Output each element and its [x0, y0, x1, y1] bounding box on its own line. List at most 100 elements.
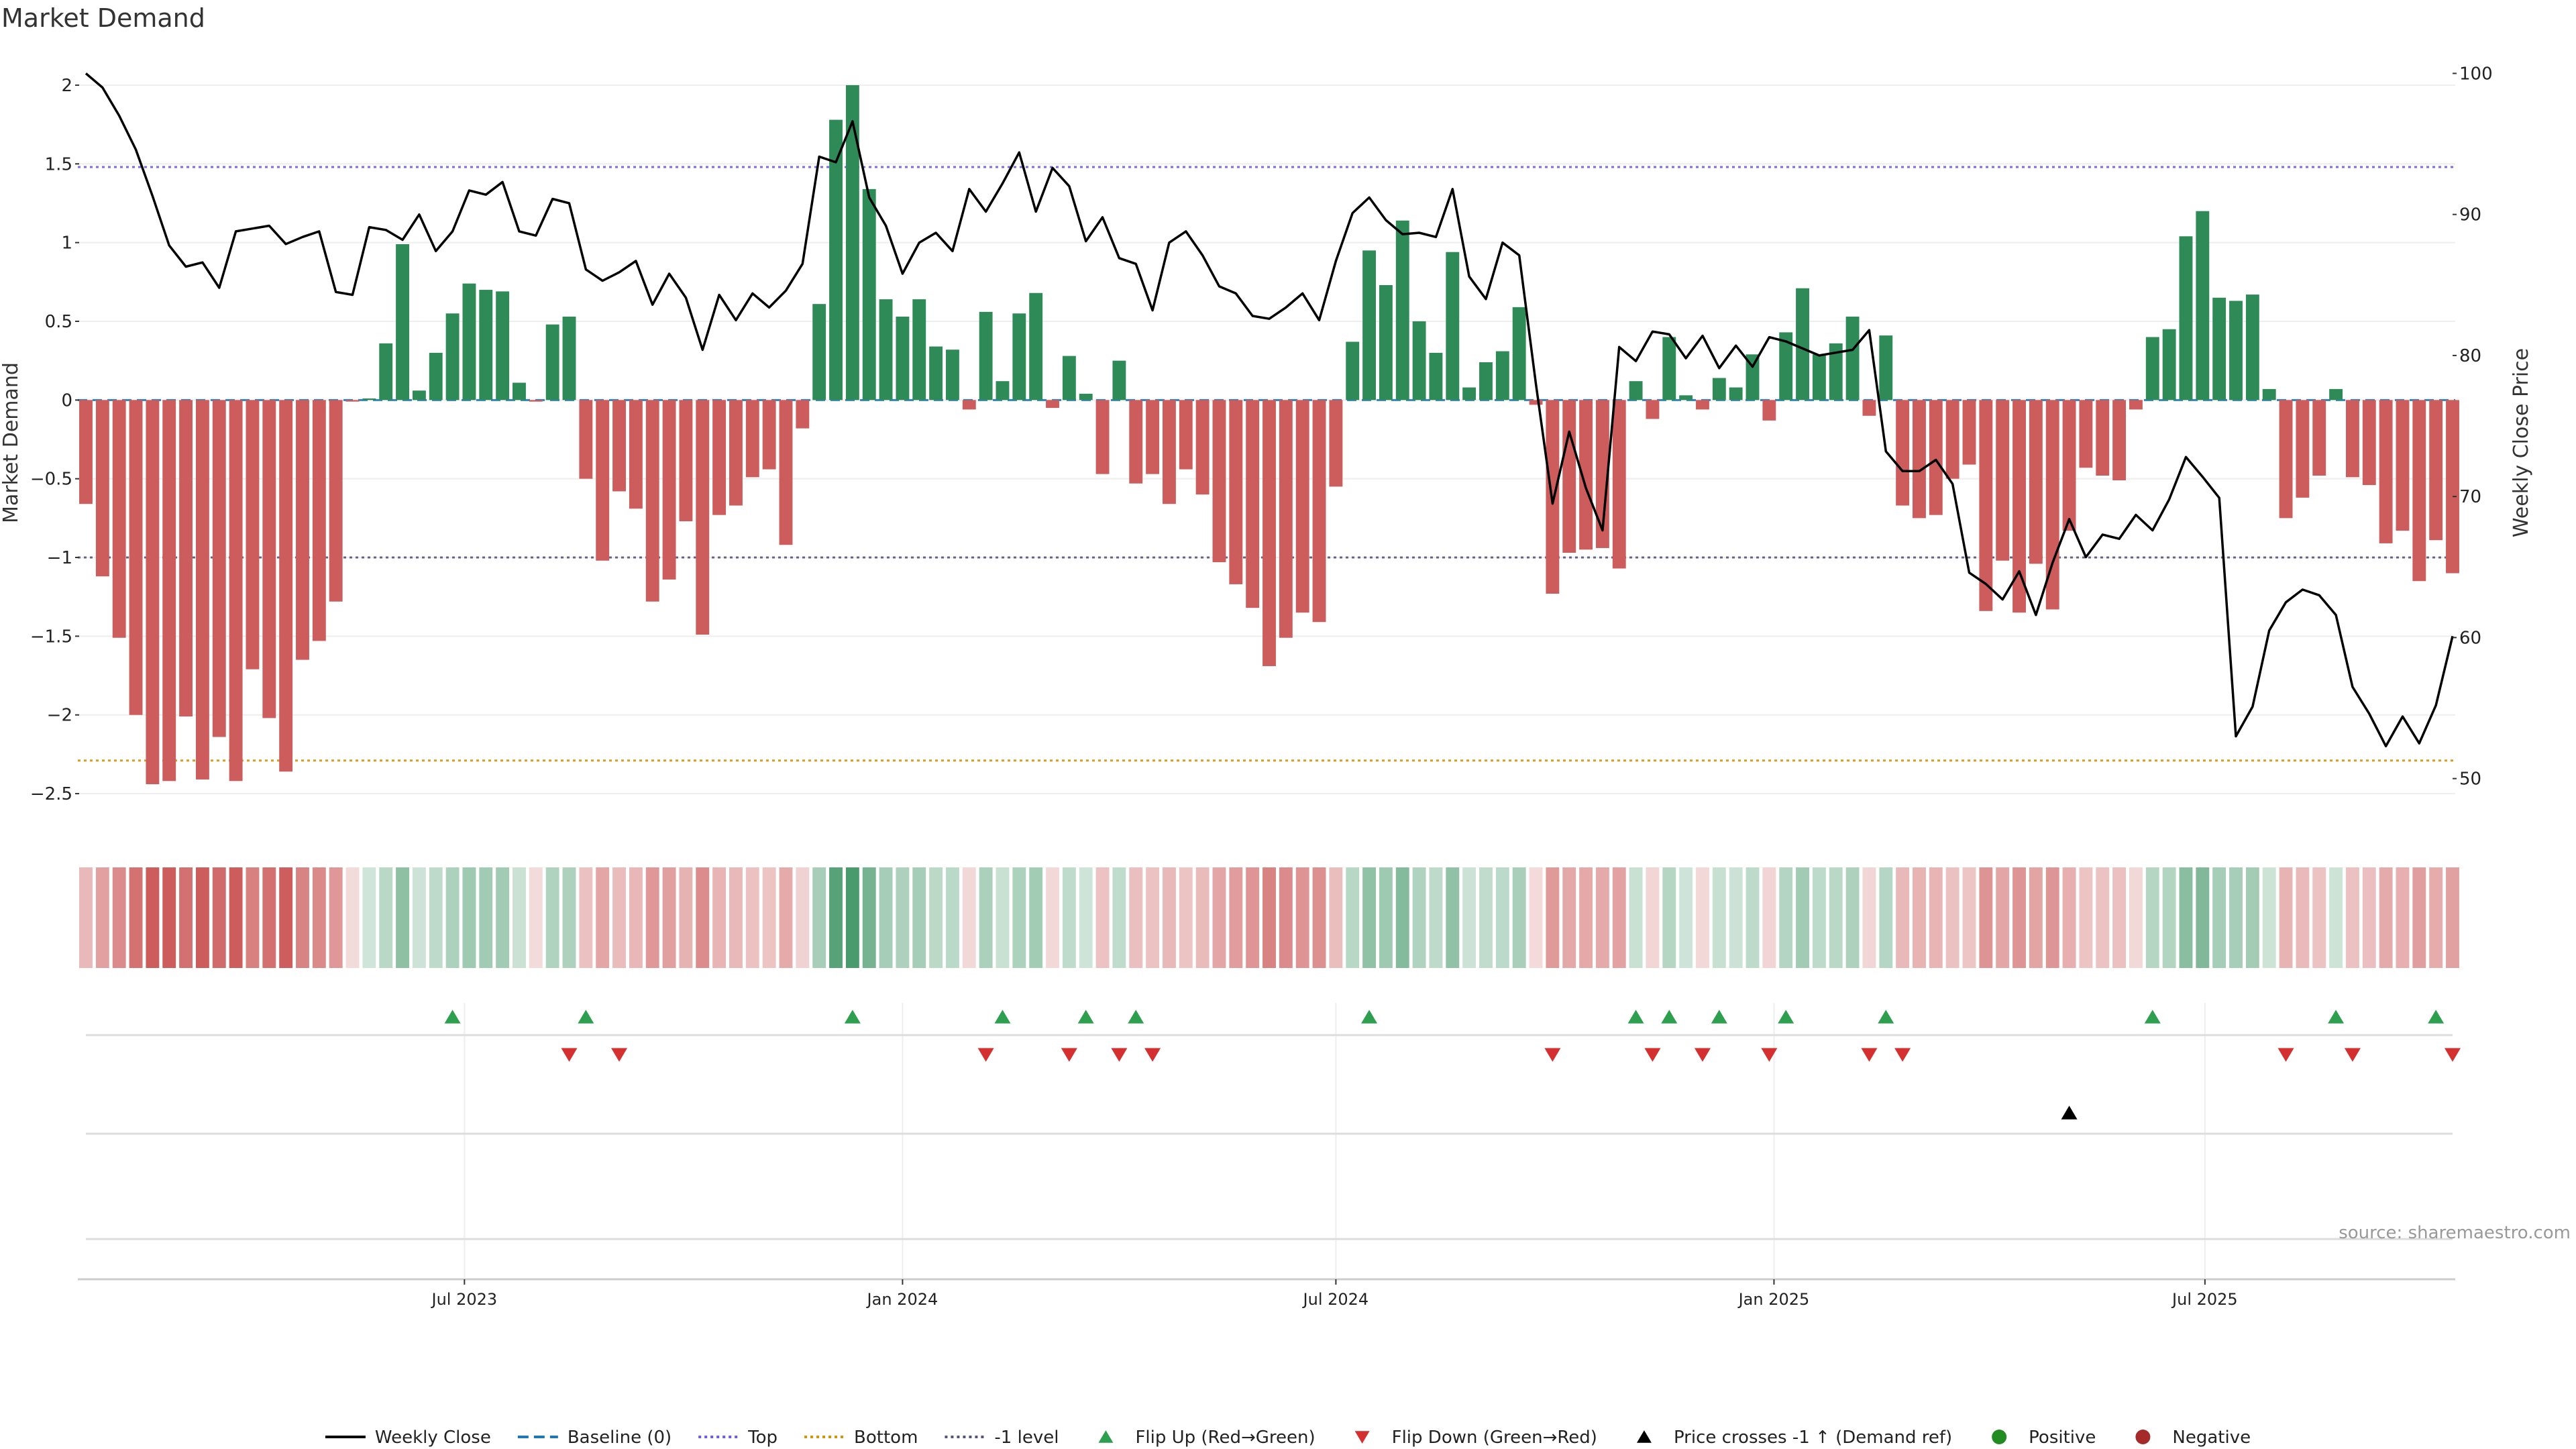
demand-bar: [2129, 400, 2143, 410]
heat-cell: [2045, 867, 2059, 968]
heat-cell: [513, 867, 526, 968]
demand-bar: [1312, 400, 1326, 623]
demand-bar: [2062, 400, 2076, 531]
heat-cell: [212, 867, 226, 968]
heat-cell: [596, 867, 610, 968]
demand-bar: [1862, 400, 1876, 416]
legend: Weekly Close Baseline (0) Top Bottom -1 leve…: [325, 1428, 2251, 1448]
heat-cell: [1146, 867, 1160, 968]
heat-cell: [2196, 867, 2210, 968]
heat-cell: [912, 867, 926, 968]
demand-bar: [1046, 400, 1059, 409]
y-axis-ticks: 2 1.5 1 0.5 0 −0.5 −1 −1.5 −2 −2.5: [30, 76, 79, 804]
demand-bar: [1779, 332, 1793, 400]
flip-up-marker: [1711, 1010, 1727, 1024]
heat-cell: [1962, 867, 1976, 968]
heat-cell: [2312, 867, 2326, 968]
heat-cell: [2012, 867, 2026, 968]
flip-down-marker: [2277, 1048, 2294, 1062]
demand-bar: [1746, 354, 1760, 400]
y-tick-label: −2.5: [30, 784, 72, 804]
demand-bar: [879, 299, 893, 400]
demand-bar: [1896, 400, 1910, 506]
heat-cell: [1263, 867, 1276, 968]
legend-item: Weekly Close: [325, 1428, 491, 1448]
y2-axis-ticks: 100 90 80 70 60 50: [2453, 64, 2493, 790]
demand-bar: [362, 398, 376, 400]
heat-cell: [779, 867, 793, 968]
heat-cell: [696, 867, 710, 968]
y-tick-label: −1.5: [30, 627, 72, 647]
legend-item: Negative: [2135, 1428, 2251, 1448]
heat-cell: [1996, 867, 2010, 968]
demand-bar: [596, 400, 610, 561]
heat-cell: [1395, 867, 1409, 968]
flip-up-marker: [2328, 1010, 2345, 1024]
y-tick-label: −0.5: [30, 470, 72, 490]
heat-cell: [1679, 867, 1693, 968]
demand-bar: [679, 400, 693, 522]
heat-cell: [462, 867, 476, 968]
heat-cell: [829, 867, 843, 968]
heat-cell: [1379, 867, 1393, 968]
heat-cell: [962, 867, 976, 968]
flip-up-marker: [1128, 1010, 1144, 1024]
demand-bar: [1612, 400, 1626, 569]
demand-bar: [1662, 337, 1676, 400]
legend-item: Price crosses -1 ↑ (Demand ref): [1636, 1428, 1952, 1448]
heat-cell: [996, 867, 1010, 968]
y2-tick-label: 100: [2459, 64, 2493, 84]
demand-bar: [1962, 400, 1976, 465]
demand-bar: [529, 400, 543, 402]
demand-bar: [479, 290, 493, 400]
demand-bar: [762, 400, 776, 470]
demand-bar: [1346, 341, 1360, 400]
legend-label: Top: [747, 1428, 777, 1448]
demand-bar: [1913, 400, 1926, 519]
demand-bar: [2245, 294, 2259, 400]
flip-up-marker: [994, 1010, 1011, 1024]
legend-label: Negative: [2172, 1428, 2251, 1448]
legend-label: Positive: [2029, 1428, 2096, 1448]
legend-swatch-triangle-up: [1636, 1430, 1652, 1443]
heat-cell: [2379, 867, 2393, 968]
demand-bars: [79, 85, 2459, 784]
demand-bar: [2096, 400, 2110, 476]
demand-bar: [662, 400, 676, 580]
heat-cell: [1446, 867, 1460, 968]
flip-down-marker: [1694, 1048, 1711, 1062]
demand-bar: [1845, 316, 1860, 400]
demand-bar: [829, 119, 843, 400]
demand-bar: [545, 324, 559, 400]
demand-bar: [2329, 388, 2343, 400]
demand-bar: [896, 316, 910, 400]
heat-cell: [246, 867, 260, 968]
heat-cell: [1162, 867, 1176, 968]
heat-cell: [1279, 867, 1293, 968]
heat-cell: [562, 867, 576, 968]
demand-bar: [1412, 321, 1426, 400]
y2-tick-label: 90: [2459, 205, 2481, 225]
demand-bar: [1179, 400, 1193, 470]
demand-bar: [929, 346, 943, 400]
demand-bar: [2396, 400, 2410, 531]
demand-bar: [2446, 400, 2459, 574]
heat-cell: [762, 867, 776, 968]
legend-label: Flip Up (Red→Green): [1135, 1428, 1315, 1448]
heat-cell: [1562, 867, 1576, 968]
flip-down-marker: [2344, 1048, 2361, 1062]
heat-cell: [296, 867, 309, 968]
x-axis-ticks: Jul 2023 Jan 2024 Jul 2024 Jan 2025 Jul 2025: [431, 1279, 2238, 1309]
legend-swatch-circle: [2135, 1430, 2151, 1444]
heat-cell: [412, 867, 426, 968]
demand-bar: [296, 400, 309, 660]
demand-bar: [796, 400, 810, 429]
demand-bar: [579, 400, 593, 479]
demand-bar: [1162, 400, 1176, 504]
demand-bar: [345, 400, 360, 402]
flip-up-marker: [1361, 1010, 1378, 1024]
demand-bar: [2162, 329, 2176, 400]
heat-cell: [712, 867, 727, 968]
legend-label: Price crosses -1 ↑ (Demand ref): [1674, 1428, 1952, 1448]
